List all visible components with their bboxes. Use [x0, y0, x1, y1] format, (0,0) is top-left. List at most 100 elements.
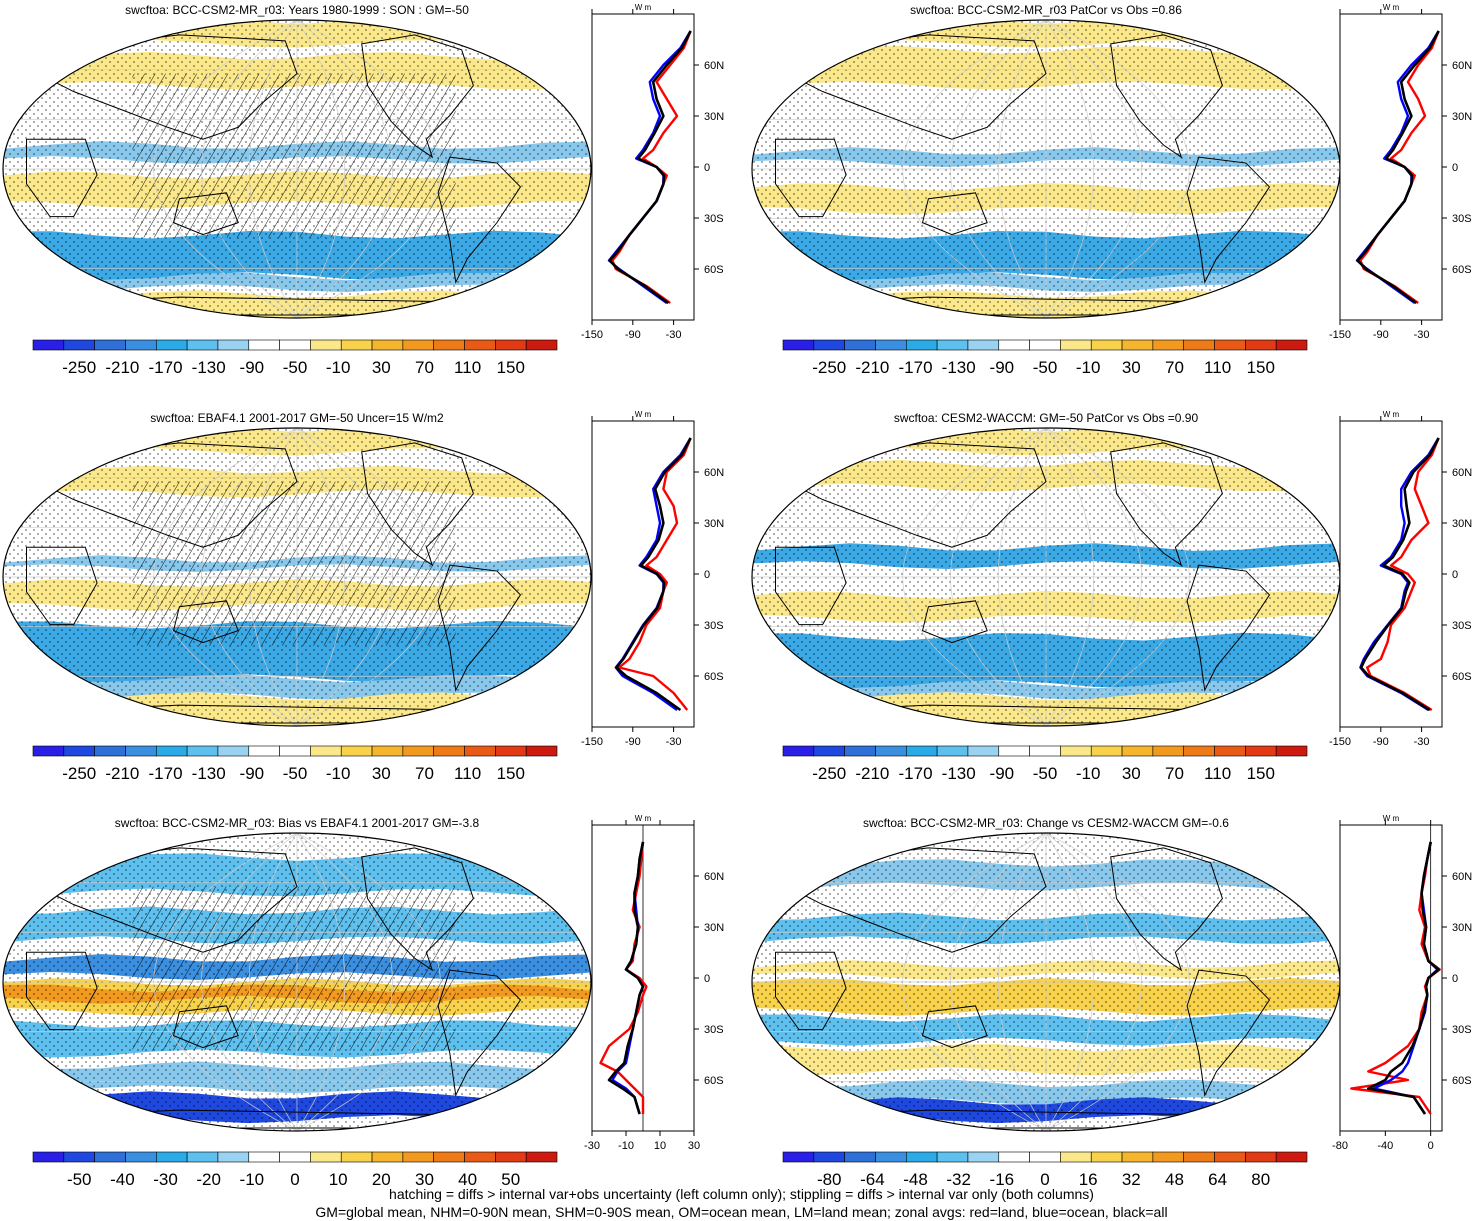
unit-label: W m: [1383, 814, 1400, 823]
colorbar-swatch: [967, 1151, 1000, 1163]
colorbar-swatch: [967, 339, 1000, 351]
map: [3, 428, 591, 726]
map-meridian: [201, 20, 298, 318]
colorbar-swatch: [1152, 1151, 1185, 1163]
map-meridian: [950, 428, 1047, 726]
colorbar-swatch: [875, 339, 907, 351]
coastline-africa: [775, 546, 847, 626]
y-tick-label: 30S: [1452, 620, 1472, 632]
panel-4: swcftoa: CESM2-WACCM: GM=-50 PatCor vs O…: [751, 410, 1472, 783]
y-tick-label: 0: [704, 569, 710, 581]
colorbar-swatch: [464, 745, 496, 757]
y-tick-label: 30S: [1452, 213, 1472, 225]
map-hatching: [132, 481, 456, 646]
coastline-northamerica: [1110, 847, 1223, 972]
colorbar-label: 110: [454, 764, 481, 783]
x-tick-label: -150: [581, 329, 603, 341]
colorbar-swatch: [340, 339, 373, 351]
colorbar-swatch: [94, 1151, 126, 1163]
colorbar-swatch: [248, 745, 280, 757]
colorbar-label: -250: [62, 358, 96, 377]
map: [3, 833, 591, 1131]
x-tick-label: -30: [666, 329, 682, 341]
colorbar-label: 70: [1165, 358, 1184, 377]
y-tick-label: 60S: [1452, 264, 1472, 276]
colorbar-swatch: [63, 339, 95, 351]
x-tick-label: -30: [666, 736, 682, 748]
panel-title: swcftoa: BCC-CSM2-MR_r03: Years 1980-199…: [125, 3, 469, 17]
colorbar-label: 32: [1122, 1170, 1141, 1189]
coastline-africa: [26, 546, 98, 626]
map-meridian: [950, 833, 1047, 1131]
colorbar-label: 30: [1122, 764, 1141, 783]
map-meridian: [296, 833, 345, 1131]
colorbar-label: -90: [990, 764, 1015, 783]
colorbar-swatch: [155, 339, 188, 351]
colorbar-label: -130: [942, 358, 976, 377]
colorbar-swatch: [1245, 745, 1277, 757]
colorbar-swatch: [310, 1151, 342, 1163]
colorbar-swatch: [1183, 1151, 1215, 1163]
colorbar-label: 48: [1165, 1170, 1184, 1189]
colorbar-swatch: [1029, 1151, 1061, 1163]
colorbar-swatch: [402, 339, 435, 351]
colorbar-swatch: [1275, 1151, 1308, 1163]
series-all: [608, 30, 692, 305]
y-tick-label: 30N: [1452, 518, 1472, 530]
colorbar-label: -210: [105, 764, 139, 783]
colorbar-label: -10: [1076, 764, 1101, 783]
colorbar-swatch: [63, 1151, 95, 1163]
x-tick-label: -150: [581, 736, 603, 748]
zonal-frame: [1339, 13, 1443, 321]
colorbar-label: -32: [946, 1170, 971, 1189]
x-tick-label: -10: [618, 1140, 634, 1152]
y-tick-label: 60N: [704, 467, 724, 479]
y-tick-label: 60S: [704, 264, 724, 276]
zonal-mean-plot: -80 -40 0 W m 60N 30N 0 30S 60S: [1332, 814, 1472, 1152]
colorbar-label: -250: [812, 358, 846, 377]
colorbar-label: 150: [1247, 764, 1275, 783]
colorbar-label: -48: [903, 1170, 928, 1189]
colorbar: -250 -210 -170 -130 -90 -50 -10 30 70 110 150: [782, 745, 1308, 783]
colorbar-swatch: [217, 1151, 250, 1163]
colorbar-label: -30: [153, 1170, 178, 1189]
colorbar-label: -170: [899, 358, 933, 377]
colorbar-label: -170: [899, 764, 933, 783]
coastline-eurasia: [37, 847, 298, 953]
colorbar-label: 110: [1204, 764, 1231, 783]
map-meridian: [998, 833, 1047, 1131]
y-tick-label: 60N: [1452, 467, 1472, 479]
colorbar-label: -50: [1033, 764, 1058, 783]
map-meridian: [1045, 833, 1094, 1131]
map-meridian: [249, 833, 298, 1131]
colorbar-swatch: [125, 339, 157, 351]
x-tick-label: -40: [1377, 1140, 1393, 1152]
map-meridian: [950, 20, 1047, 318]
coastline-southamerica: [437, 564, 522, 692]
map-meridian: [201, 428, 298, 726]
colorbar-label: -10: [326, 764, 351, 783]
panel-5: swcftoa: BCC-CSM2-MR_r03: Bias vs EBAF4.…: [2, 814, 724, 1189]
colorbar-swatch: [433, 745, 465, 757]
colorbar-label: -170: [149, 358, 183, 377]
map-meridian: [201, 833, 298, 1131]
panel-title: swcftoa: CESM2-WACCM: GM=-50 PatCor vs O…: [894, 411, 1199, 425]
x-tick-label: -150: [1329, 329, 1351, 341]
colorbar-label: -50: [283, 764, 308, 783]
colorbar-swatch: [279, 745, 311, 757]
colorbar-swatch: [782, 745, 815, 757]
panel-2: swcftoa: BCC-CSM2-MR_r03 PatCor vs Obs =…: [751, 3, 1472, 377]
x-tick-label: -30: [1414, 329, 1430, 341]
map-meridian: [1045, 833, 1190, 1131]
coastline-eurasia: [37, 34, 298, 140]
colorbar-swatch: [1121, 1151, 1154, 1163]
unit-label: W m: [1383, 3, 1400, 12]
colorbar-label: 150: [497, 358, 525, 377]
panel-title: swcftoa: BCC-CSM2-MR_r03 PatCor vs Obs =…: [910, 3, 1182, 17]
colorbar-label: -90: [240, 358, 265, 377]
y-tick-label: 0: [1452, 973, 1458, 985]
footer-line-2: GM=global mean, NHM=0-90N mean, SHM=0-90…: [315, 1204, 1168, 1220]
colorbar-label: -130: [192, 764, 226, 783]
colorbar-label: 70: [1165, 764, 1184, 783]
